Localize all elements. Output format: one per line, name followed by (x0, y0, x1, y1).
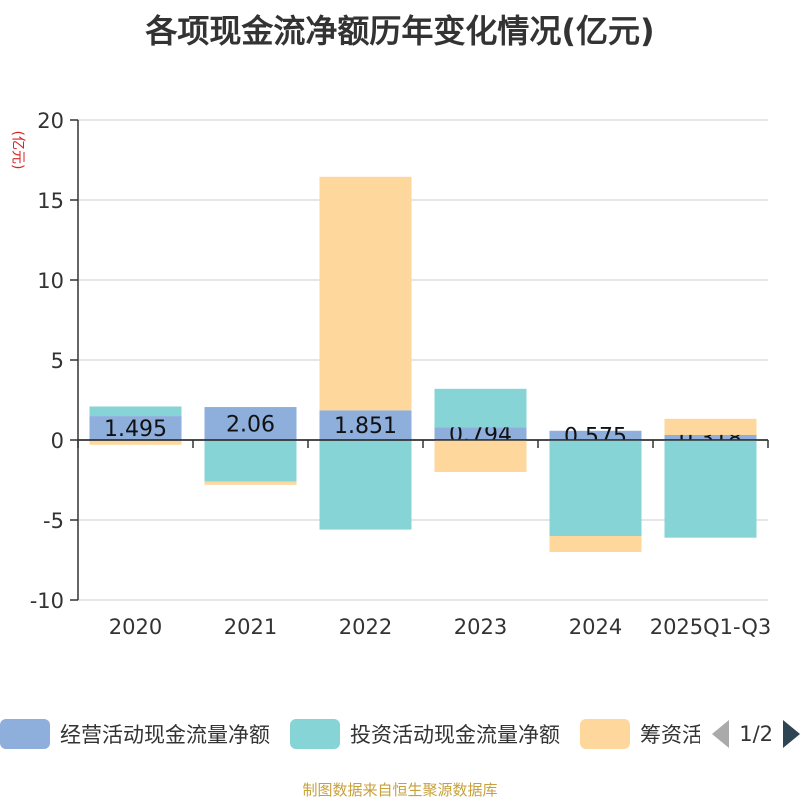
data-label: 1.851 (334, 414, 397, 439)
data-source-note: 制图数据来自恒生聚源数据库 (302, 781, 498, 799)
bar-overlay (549, 440, 642, 536)
y-tick-label: 5 (51, 349, 64, 373)
bar-2-2022 (319, 176, 412, 411)
bar-overlay (434, 388, 527, 428)
legend-item-investing[interactable]: 投资活动现金流量净额 (290, 719, 560, 749)
chart-area: 20 15 10 5 0 -5 -10 2020 2021 2022 2023 2024 2025Q1-… (30, 109, 772, 639)
bar-0-2020 (89, 416, 182, 440)
y-tick-label: 0 (51, 429, 64, 453)
x-tick-label: 2024 (569, 615, 622, 639)
y-tick-label: -10 (30, 589, 64, 613)
bar-overlay (434, 440, 527, 472)
bar-overlay (664, 418, 757, 435)
x-tick-label: 2021 (224, 615, 277, 639)
x-tick-label: 2022 (339, 615, 392, 639)
data-label: 2.06 (226, 413, 275, 438)
legend-pager: 1/2 (700, 714, 800, 754)
data-label: 1.495 (104, 417, 167, 442)
y-tick-label: 20 (37, 109, 64, 133)
y-tick-label: 10 (37, 269, 64, 293)
bar-1-2020 (89, 406, 182, 417)
bar-1-2022 (319, 440, 412, 530)
legend: 经营活动现金流量净额 投资活动现金流量净额 筹资活动现金流量净额 (0, 714, 800, 754)
legend-label-investing: 投资活动现金流量净额 (350, 723, 560, 747)
y-tick-label: -5 (43, 509, 64, 533)
legend-swatch-investing (290, 719, 340, 749)
bar-overlay (549, 536, 642, 552)
legend-next-arrow-icon[interactable] (783, 720, 800, 748)
x-tick-label: 2023 (454, 615, 507, 639)
chart-title: 各项现金流净额历年变化情况(亿元) (145, 12, 655, 50)
legend-prev-arrow-icon[interactable] (712, 720, 730, 748)
bar-2-2021 (204, 481, 297, 485)
bar-1-2021 (204, 440, 297, 482)
y-tick-label: 15 (37, 189, 64, 213)
x-tick-label: 2020 (109, 615, 162, 639)
bar-0-2022 (319, 410, 412, 440)
x-tick-label: 2025Q1-Q3 (650, 615, 772, 639)
legend-swatch-operating (0, 719, 50, 749)
legend-label-operating: 经营活动现金流量净额 (60, 723, 270, 747)
legend-swatch-financing (580, 719, 630, 749)
bar-overlay (664, 440, 757, 538)
legend-page-indicator: 1/2 (739, 722, 773, 746)
bar-0-2025Q1-Q3 (664, 434, 757, 440)
bar-0-2023 (434, 427, 527, 440)
bar-0-2024 (549, 430, 642, 440)
legend-item-operating[interactable]: 经营活动现金流量净额 (0, 719, 270, 749)
bar-0-2021 (204, 407, 297, 440)
bar-2-2020 (89, 440, 182, 445)
